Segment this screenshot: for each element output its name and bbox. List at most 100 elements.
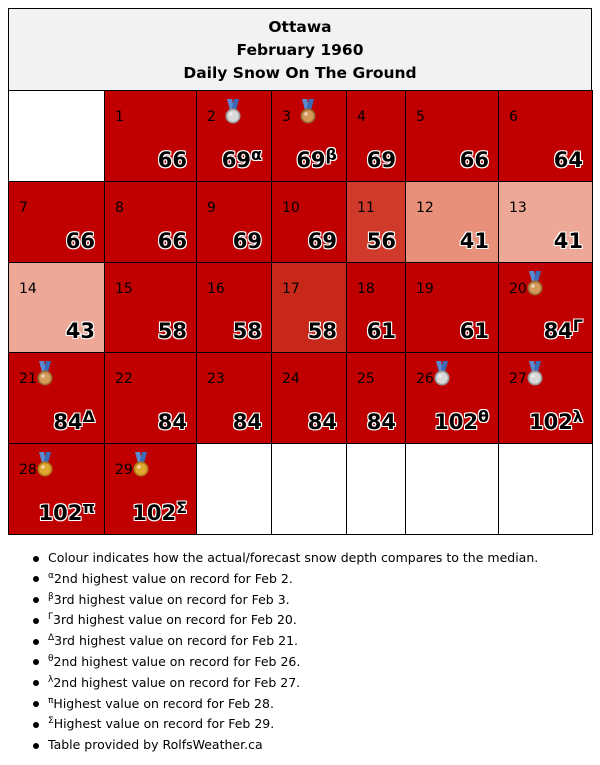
snow-depth-value: 43 (65, 319, 95, 343)
day-number: 10 (282, 200, 300, 216)
footnote-text: 3rd highest value on record for Feb 21. (54, 633, 298, 649)
footnote-item: Δ3rd highest value on record for Feb 21. (32, 631, 538, 652)
snow-depth-value: 41 (459, 229, 489, 253)
day-cell-19: 19 61 (405, 262, 499, 353)
snow-calendar: Ottawa February 1960 Daily Snow On The G… (8, 8, 593, 535)
empty-day-cell (196, 443, 272, 535)
empty-day-cell (8, 90, 105, 182)
day-cell-17: 17 58 (271, 262, 347, 353)
day-number: 22 (115, 371, 133, 387)
day-number: 17 (282, 281, 300, 297)
empty-day-cell (271, 443, 347, 535)
city-title: Ottawa (268, 18, 332, 36)
empty-day-cell (405, 443, 499, 535)
snow-depth-value: 61 (366, 319, 396, 343)
day-number: 6 (509, 109, 518, 125)
footnote-text: 2nd highest value on record for Feb 27. (53, 674, 301, 690)
day-cell-16: 16 58 (196, 262, 272, 353)
day-cell-6: 6 64 (498, 90, 593, 182)
day-cell-20: 20 84Γ (498, 262, 593, 353)
record-mark: Δ (82, 407, 95, 426)
footnote-text: Colour indicates how the actual/forecast… (48, 550, 539, 565)
footnote-item: Colour indicates how the actual/forecast… (32, 548, 539, 569)
snow-depth-value: 58 (307, 319, 337, 343)
day-cell-15: 15 58 (104, 262, 197, 353)
empty-day-cell (498, 443, 593, 535)
day-cell-25: 25 84 (346, 352, 406, 444)
day-number: 7 (19, 200, 28, 216)
footnote-mark: Γ (48, 612, 54, 623)
day-cell-24: 24 84 (271, 352, 347, 444)
footnotes-list: Colour indicates how the actual/forecast… (32, 548, 539, 756)
footnote-item: Table provided by RolfsWeather.ca (32, 735, 538, 756)
day-number: 16 (207, 281, 225, 297)
record-mark: Γ (572, 316, 583, 335)
record-mark: β (325, 145, 337, 164)
footnote-item: ΣHighest value on record for Feb 29. (32, 714, 538, 735)
footnote-item: Γ3rd highest value on record for Feb 20. (32, 610, 538, 631)
footnote-text: 3rd highest value on record for Feb 20. (53, 612, 297, 628)
footnote-mark: β (48, 591, 54, 602)
silver-medal-icon (525, 361, 545, 387)
record-mark: Σ (176, 498, 187, 517)
day-cell-29: 29 102Σ (104, 443, 197, 535)
day-cell-5: 5 66 (405, 90, 499, 182)
snow-depth-value: 84 (366, 410, 396, 434)
snow-depth-value: 102θ (434, 407, 489, 435)
day-number: 13 (509, 200, 527, 216)
day-cell-28: 28 102π (8, 443, 105, 535)
footnote-item: λ2nd highest value on record for Feb 27. (32, 673, 538, 694)
footnote-mark: Σ (48, 716, 54, 727)
snow-depth-value: 69β (296, 145, 337, 173)
footnote-item: θ2nd highest value on record for Feb 26. (32, 652, 538, 673)
snow-depth-value: 58 (157, 319, 187, 343)
day-cell-10: 10 69 (271, 181, 347, 263)
gold-medal-icon (35, 452, 55, 478)
snow-depth-value: 61 (459, 319, 489, 343)
day-cell-27: 27 102λ (498, 352, 593, 444)
snow-depth-value: 84 (307, 410, 337, 434)
footnote-mark: Δ (48, 633, 55, 644)
record-mark: λ (572, 407, 583, 426)
record-mark: π (82, 498, 95, 517)
day-number: 21 (19, 371, 37, 387)
day-number: 2 (207, 109, 216, 125)
snow-depth-value: 102π (38, 498, 96, 526)
footnote-mark: π (48, 695, 54, 706)
day-number: 1 (115, 109, 124, 125)
footnote-text: 2nd highest value on record for Feb 2. (53, 570, 293, 586)
snow-depth-value: 84Δ (53, 407, 95, 435)
day-cell-11: 11 56 (346, 181, 406, 263)
snow-depth-value: 84 (157, 410, 187, 434)
day-number: 23 (207, 371, 225, 387)
snow-depth-value: 69 (232, 229, 262, 253)
snow-depth-value: 102Σ (132, 498, 187, 526)
day-cell-13: 13 41 (498, 181, 593, 263)
day-number: 11 (357, 200, 375, 216)
silver-medal-icon (223, 99, 243, 125)
day-number: 9 (207, 200, 216, 216)
snow-depth-value: 66 (65, 229, 95, 253)
metric-title: Daily Snow On The Ground (183, 64, 417, 82)
day-number: 29 (115, 462, 133, 478)
silver-medal-icon (432, 361, 452, 387)
day-cell-9: 9 69 (196, 181, 272, 263)
day-number: 15 (115, 281, 133, 297)
calendar-header: Ottawa February 1960 Daily Snow On The G… (8, 8, 592, 91)
day-number: 27 (509, 371, 527, 387)
snow-depth-value: 102λ (529, 407, 583, 435)
day-number: 14 (19, 281, 37, 297)
day-cell-4: 4 69 (346, 90, 406, 182)
snow-depth-value: 84 (232, 410, 262, 434)
footnote-item: β3rd highest value on record for Feb 3. (32, 590, 538, 611)
bronze-medal-icon (525, 271, 545, 297)
snow-depth-value: 58 (232, 319, 262, 343)
gold-medal-icon (131, 452, 151, 478)
day-cell-3: 3 69β (271, 90, 347, 182)
record-mark: α (251, 145, 262, 164)
snow-depth-value: 41 (553, 229, 583, 253)
bronze-medal-icon (35, 361, 55, 387)
day-cell-8: 8 66 (104, 181, 197, 263)
day-cell-2: 2 69α (196, 90, 272, 182)
day-number: 5 (416, 109, 425, 125)
